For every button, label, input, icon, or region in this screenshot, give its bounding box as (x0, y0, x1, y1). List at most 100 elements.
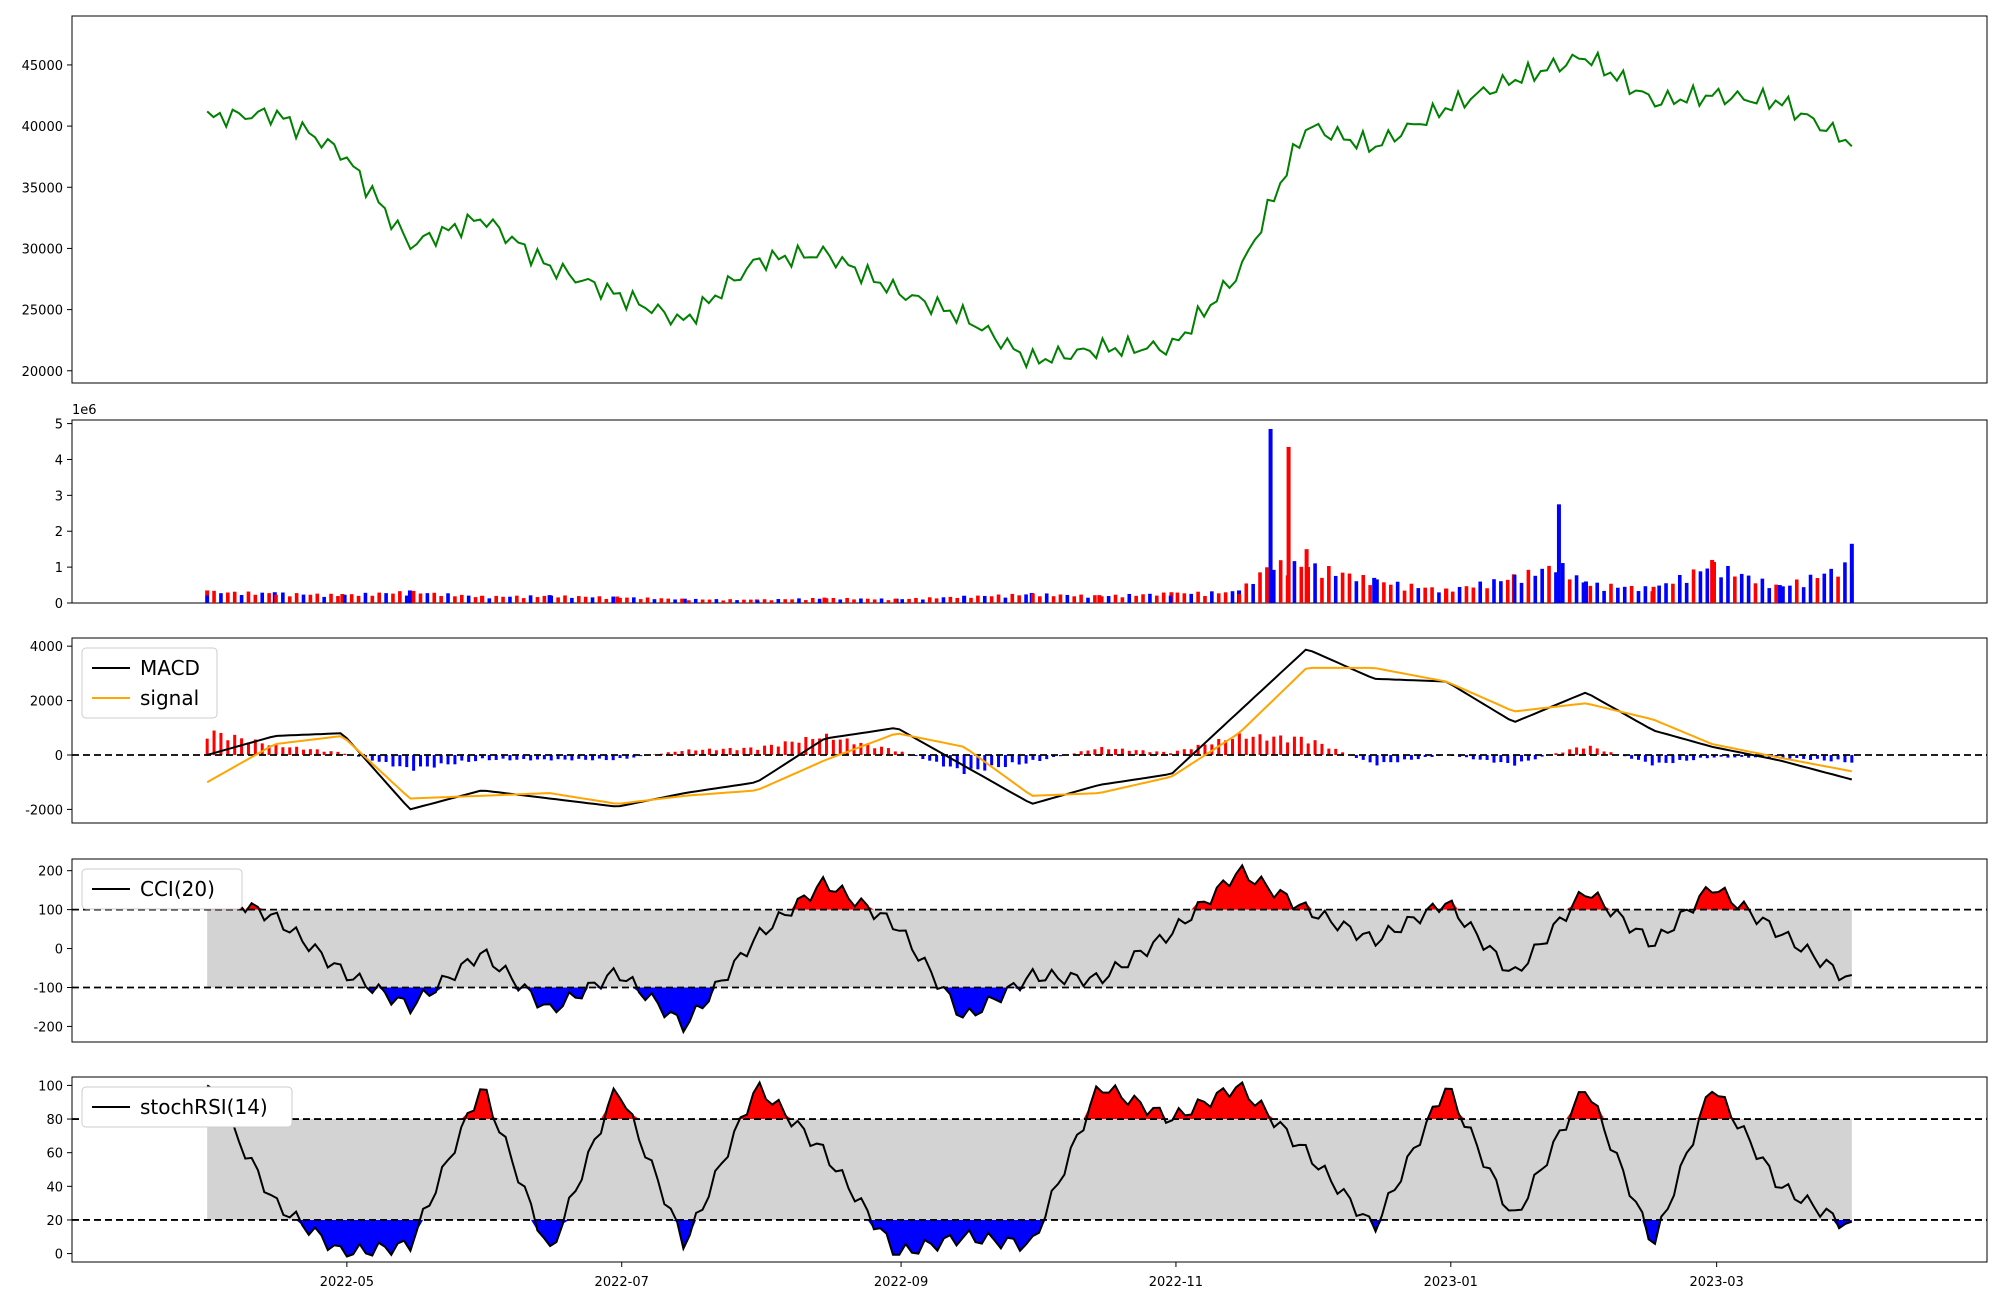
volume-bar (1726, 566, 1730, 603)
macd-histogram-bar (1685, 755, 1688, 761)
macd-histogram-bar (839, 740, 842, 755)
macd-histogram-bar (261, 743, 264, 755)
volume-bar (1251, 584, 1255, 603)
macd-histogram-bar (447, 755, 450, 764)
macd-histogram-bar (426, 755, 429, 766)
cci-legend-label: CCI(20) (140, 877, 215, 901)
volume-bar (205, 595, 209, 603)
volume-bar (439, 596, 443, 603)
volume-bar (900, 599, 904, 603)
volume-bar (1778, 585, 1782, 603)
volume-bar (1472, 588, 1476, 603)
volume-bar (756, 600, 760, 603)
volume-bar (336, 596, 340, 603)
volume-bar (563, 595, 567, 603)
volume-bar (1300, 567, 1304, 603)
macd-histogram-bar (729, 748, 732, 755)
volume-bar (1410, 584, 1414, 603)
volume-bar (1506, 580, 1510, 603)
volume-bar (907, 599, 911, 603)
volume-bar (1210, 591, 1214, 603)
macd-histogram-bar (1582, 749, 1585, 755)
volume-bar (364, 593, 368, 603)
volume-bar (1238, 594, 1242, 603)
volume-bar (309, 595, 313, 603)
volume-bar (811, 598, 815, 603)
volume-bar (1706, 569, 1710, 603)
volume-bar (1258, 572, 1262, 603)
volume-bar (1671, 584, 1675, 603)
volume-bar (1520, 583, 1524, 603)
macd-histogram-bar (1286, 742, 1289, 755)
volume-bar (770, 600, 774, 603)
macd-histogram-bar (1238, 733, 1241, 755)
volume-bar (260, 593, 264, 603)
macd-histogram-bar (433, 755, 436, 768)
volume-bar (1437, 592, 1441, 603)
macd-histogram-bar (233, 735, 236, 755)
volume-bar (1224, 592, 1228, 603)
macd-histogram-bar (1575, 747, 1578, 755)
macd-histogram-bar (1018, 755, 1021, 765)
macd-histogram-bar (1279, 735, 1282, 755)
price-ytick-label: 40000 (22, 120, 63, 135)
macd-histogram-bar (887, 748, 890, 755)
macd-histogram-bar (935, 755, 938, 762)
volume-bar (1637, 591, 1641, 603)
macd-histogram-bar (749, 747, 752, 755)
macd-histogram-bar (1293, 737, 1296, 755)
macd-histogram-bar (1396, 755, 1399, 762)
volume-bar (598, 596, 602, 603)
volume-bar (1017, 595, 1021, 603)
volume-bar (1269, 429, 1273, 603)
volume-bar (1809, 575, 1813, 603)
volume-bar (1327, 566, 1331, 603)
x-tick-label: 2023-01 (1424, 1275, 1478, 1290)
volume-bar (577, 596, 581, 603)
macd-histogram-bar (1259, 734, 1262, 755)
macd-histogram-bar (1513, 755, 1516, 766)
volume-bar (1320, 578, 1324, 603)
volume-bar (1513, 575, 1517, 603)
volume-bar (1203, 596, 1207, 603)
macd-histogram-bar (1327, 749, 1330, 755)
volume-bar (653, 599, 657, 603)
macd-histogram-bar (797, 743, 800, 755)
macd-histogram-bar (1506, 755, 1509, 763)
volume-bar (384, 593, 388, 603)
volume-bar (233, 592, 237, 603)
volume-bar (783, 599, 787, 603)
volume-bar (240, 595, 244, 603)
volume-bar (254, 595, 258, 603)
price-ytick-label: 20000 (22, 365, 63, 380)
macd-histogram-bar (1011, 755, 1014, 762)
macd-histogram-bar (1135, 750, 1138, 755)
macd-histogram-bar (1121, 749, 1124, 755)
volume-bar (1293, 561, 1297, 603)
macd-histogram-bar (564, 755, 567, 760)
volume-bar (1458, 587, 1462, 603)
volume-bar (1850, 572, 1854, 603)
macd-histogram-bar (990, 755, 993, 765)
volume-bar (1623, 587, 1627, 603)
stochrsi-ytick-label: 0 (55, 1248, 63, 1263)
macd-histogram-bar (467, 755, 470, 762)
volume-bar (419, 594, 423, 603)
volume-bar (1712, 562, 1716, 603)
volume-bar (680, 599, 684, 603)
macd-histogram-bar (412, 755, 415, 771)
volume-bar (1540, 569, 1544, 603)
volume-bar (1499, 581, 1503, 603)
volume-bar (1664, 583, 1668, 603)
volume-bar (1189, 594, 1193, 603)
price-ytick-label: 30000 (22, 242, 63, 257)
cci-band (207, 910, 1852, 988)
price-line (207, 53, 1852, 367)
macd-histogram-bar (1499, 755, 1502, 762)
macd-histogram-bar (1410, 755, 1413, 760)
volume-bar (625, 598, 629, 603)
volume-bar (281, 593, 285, 603)
stochrsi-overbought-fill (207, 1083, 1852, 1120)
macd-histogram-bar (619, 755, 622, 758)
